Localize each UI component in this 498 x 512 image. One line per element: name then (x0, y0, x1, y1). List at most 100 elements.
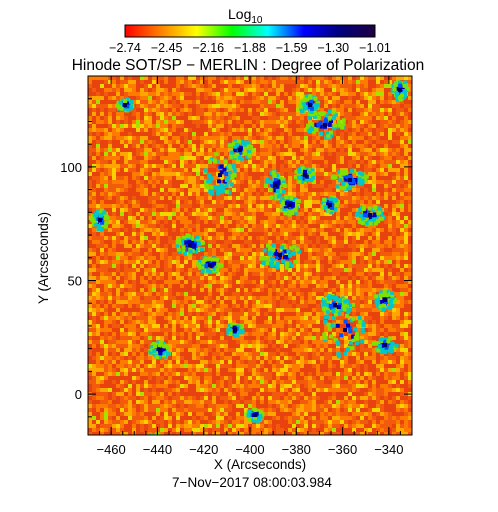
map-pixel (132, 232, 136, 236)
map-pixel (368, 200, 372, 204)
map-pixel (156, 316, 160, 320)
map-pixel (260, 84, 264, 88)
map-pixel (176, 300, 180, 304)
map-pixel (272, 272, 276, 276)
map-pixel (276, 248, 280, 252)
map-pixel (184, 116, 188, 120)
map-pixel (100, 76, 104, 80)
map-pixel (148, 248, 152, 252)
map-pixel (136, 224, 140, 228)
map-pixel (372, 236, 376, 240)
map-pixel (392, 260, 396, 264)
map-pixel (116, 152, 120, 156)
map-pixel (368, 140, 372, 144)
map-pixel (380, 144, 384, 148)
map-pixel (292, 188, 296, 192)
map-pixel (364, 312, 368, 316)
map-pixel (256, 88, 260, 92)
map-pixel (124, 312, 128, 316)
map-pixel (340, 292, 344, 296)
map-pixel (176, 284, 180, 288)
map-pixel (176, 260, 180, 264)
map-pixel (204, 76, 208, 80)
map-pixel (388, 308, 392, 312)
map-pixel (108, 300, 112, 304)
map-pixel (140, 180, 144, 184)
map-pixel (220, 156, 224, 160)
map-pixel (240, 248, 244, 252)
map-pixel (180, 284, 184, 288)
map-pixel (152, 248, 156, 252)
map-pixel (184, 200, 188, 204)
map-pixel (268, 236, 272, 240)
map-pixel (288, 160, 292, 164)
map-pixel (252, 284, 256, 288)
map-pixel (136, 92, 140, 96)
map-pixel (148, 192, 152, 196)
map-pixel (320, 196, 324, 200)
map-pixel (108, 100, 112, 104)
map-pixel (260, 284, 264, 288)
map-pixel (268, 144, 272, 148)
map-pixel (108, 248, 112, 252)
map-pixel (120, 320, 124, 324)
map-pixel (96, 156, 100, 160)
map-pixel (220, 280, 224, 284)
map-pixel (304, 152, 308, 156)
map-pixel (192, 296, 196, 300)
map-pixel (152, 268, 156, 272)
map-pixel (216, 224, 220, 228)
map-pixel (152, 304, 156, 308)
map-pixel (144, 148, 148, 152)
map-pixel (300, 308, 304, 312)
map-pixel (156, 148, 160, 152)
map-pixel (188, 108, 192, 112)
map-pixel (244, 120, 248, 124)
map-pixel (160, 284, 164, 288)
map-pixel (204, 80, 208, 84)
map-pixel (128, 316, 132, 320)
map-pixel (312, 220, 316, 224)
map-pixel (320, 212, 324, 216)
map-pixel (104, 88, 108, 92)
map-pixel (220, 108, 224, 112)
map-pixel (308, 260, 312, 264)
map-pixel (144, 224, 148, 228)
map-pixel (176, 160, 180, 164)
map-pixel (404, 264, 408, 268)
map-pixel (108, 224, 112, 228)
map-pixel (360, 244, 364, 248)
map-pixel (184, 168, 188, 172)
map-pixel (220, 144, 224, 148)
map-pixel (200, 320, 204, 324)
map-pixel (352, 128, 356, 132)
map-pixel (372, 264, 376, 268)
map-pixel (248, 220, 252, 224)
map-pixel (140, 304, 144, 308)
map-pixel (364, 112, 368, 116)
map-pixel (304, 276, 308, 280)
map-pixel (372, 116, 376, 120)
map-pixel (156, 124, 160, 128)
map-pixel (304, 284, 308, 288)
map-pixel (352, 204, 356, 208)
map-pixel (156, 164, 160, 168)
map-pixel (120, 120, 124, 124)
map-pixel (160, 88, 164, 92)
map-pixel (160, 136, 164, 140)
map-pixel (396, 196, 400, 200)
map-pixel (224, 196, 228, 200)
map-pixel (268, 312, 272, 316)
map-pixel (152, 244, 156, 248)
map-pixel (252, 204, 256, 208)
map-pixel (360, 224, 364, 228)
map-pixel (140, 100, 144, 104)
map-pixel (328, 264, 332, 268)
map-pixel (92, 84, 96, 88)
map-pixel (296, 224, 300, 228)
map-pixel (180, 228, 184, 232)
map-pixel (400, 168, 404, 172)
map-pixel (376, 80, 380, 84)
map-pixel (204, 240, 208, 244)
map-pixel (244, 176, 248, 180)
